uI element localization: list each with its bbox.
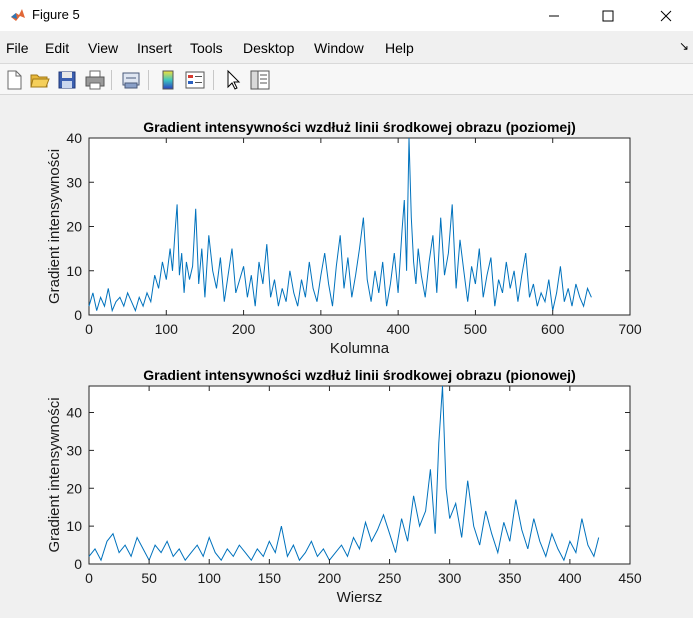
y-tick-label: 20 bbox=[66, 480, 82, 496]
y-tick-label: 10 bbox=[66, 518, 82, 534]
y-tick-label: 0 bbox=[74, 307, 82, 323]
close-button[interactable] bbox=[643, 0, 689, 31]
x-tick-label: 300 bbox=[438, 570, 462, 586]
x-tick-label: 700 bbox=[618, 321, 642, 337]
menubar-divider bbox=[0, 63, 693, 64]
menu-bar: File Edit View Insert Tools Desktop Wind… bbox=[0, 35, 693, 61]
toolbar-separator bbox=[111, 70, 112, 90]
axes-title: Gradient intensywności wzdłuż linii środ… bbox=[143, 367, 575, 383]
print-icon[interactable] bbox=[84, 69, 106, 91]
x-tick-label: 200 bbox=[318, 570, 342, 586]
axes-background bbox=[88, 137, 631, 316]
figure-canvas: 0 100 200 300 400 500 600 700010203040Gradient … bbox=[46, 119, 642, 606]
x-tick-label: 500 bbox=[464, 321, 488, 337]
y-tick-label: 20 bbox=[66, 219, 82, 235]
menu-edit[interactable]: Edit bbox=[45, 40, 70, 56]
x-tick-label: 150 bbox=[258, 570, 282, 586]
menu-view[interactable]: View bbox=[88, 40, 119, 56]
menu-insert[interactable]: Insert bbox=[137, 40, 173, 56]
series-line bbox=[88, 137, 592, 313]
y-tick-label: 40 bbox=[66, 130, 82, 146]
dock-arrow-icon[interactable]: ↘ bbox=[678, 39, 689, 53]
save-icon[interactable] bbox=[56, 69, 78, 91]
toolbar-separator bbox=[213, 70, 214, 90]
menu-window[interactable]: Window bbox=[314, 40, 364, 56]
axes-horizontal[interactable]: 0 100 200 300 400 500 600 700010203040Gradient … bbox=[46, 119, 642, 357]
x-axis-label: Kolumna bbox=[330, 340, 390, 357]
toolbar-separator bbox=[148, 70, 149, 90]
insert-legend-icon[interactable] bbox=[184, 69, 206, 91]
x-tick-label: 400 bbox=[558, 570, 582, 586]
y-axis-label: Gradient intensywności bbox=[46, 149, 63, 304]
x-tick-label: 450 bbox=[618, 570, 642, 586]
x-tick-label: 300 bbox=[309, 321, 333, 337]
pointer-icon[interactable] bbox=[222, 69, 244, 91]
maximize-button[interactable] bbox=[585, 0, 631, 31]
window-title: Figure 5 bbox=[32, 7, 80, 22]
insert-colorbar-icon[interactable] bbox=[157, 69, 179, 91]
minimize-icon bbox=[549, 15, 559, 16]
y-tick-label: 30 bbox=[66, 442, 82, 458]
x-tick-label: 100 bbox=[198, 570, 222, 586]
series-line bbox=[88, 385, 600, 562]
x-tick-label: 400 bbox=[386, 321, 410, 337]
axes-background bbox=[88, 385, 631, 565]
x-tick-label: 100 bbox=[155, 321, 179, 337]
x-tick-label: 0 bbox=[85, 321, 93, 337]
y-tick-label: 10 bbox=[66, 263, 82, 279]
menu-desktop[interactable]: Desktop bbox=[243, 40, 295, 56]
open-file-icon[interactable] bbox=[29, 69, 51, 91]
link-plot-icon[interactable] bbox=[120, 69, 142, 91]
y-tick-label: 40 bbox=[66, 405, 82, 421]
menu-help[interactable]: Help bbox=[385, 40, 414, 56]
axes-title: Gradient intensywności wzdłuż linii środ… bbox=[143, 119, 576, 135]
window-titlebar: Figure 5 bbox=[0, 0, 693, 31]
menu-tools[interactable]: Tools bbox=[190, 40, 223, 56]
y-axis-label: Gradient intensywności bbox=[46, 397, 63, 552]
new-figure-icon[interactable] bbox=[3, 69, 25, 91]
x-tick-label: 50 bbox=[141, 570, 157, 586]
maximize-icon bbox=[602, 10, 614, 21]
x-tick-label: 0 bbox=[85, 570, 93, 586]
property-inspector-icon[interactable] bbox=[249, 69, 271, 91]
x-axis-label: Wiersz bbox=[337, 589, 383, 606]
y-tick-label: 0 bbox=[74, 556, 82, 572]
y-tick-label: 30 bbox=[66, 174, 82, 190]
minimize-button[interactable] bbox=[531, 0, 577, 31]
x-tick-label: 200 bbox=[232, 321, 256, 337]
x-tick-label: 350 bbox=[498, 570, 522, 586]
matlab-logo-icon bbox=[11, 9, 25, 21]
menu-file[interactable]: File bbox=[6, 40, 29, 56]
axes-vertical[interactable]: 0 50 100 150 200 250 300 350 400 450010203040Grad… bbox=[46, 367, 642, 606]
close-icon bbox=[660, 10, 672, 21]
x-tick-label: 250 bbox=[378, 570, 402, 586]
x-tick-label: 600 bbox=[541, 321, 565, 337]
figure-toolbar bbox=[0, 64, 693, 95]
